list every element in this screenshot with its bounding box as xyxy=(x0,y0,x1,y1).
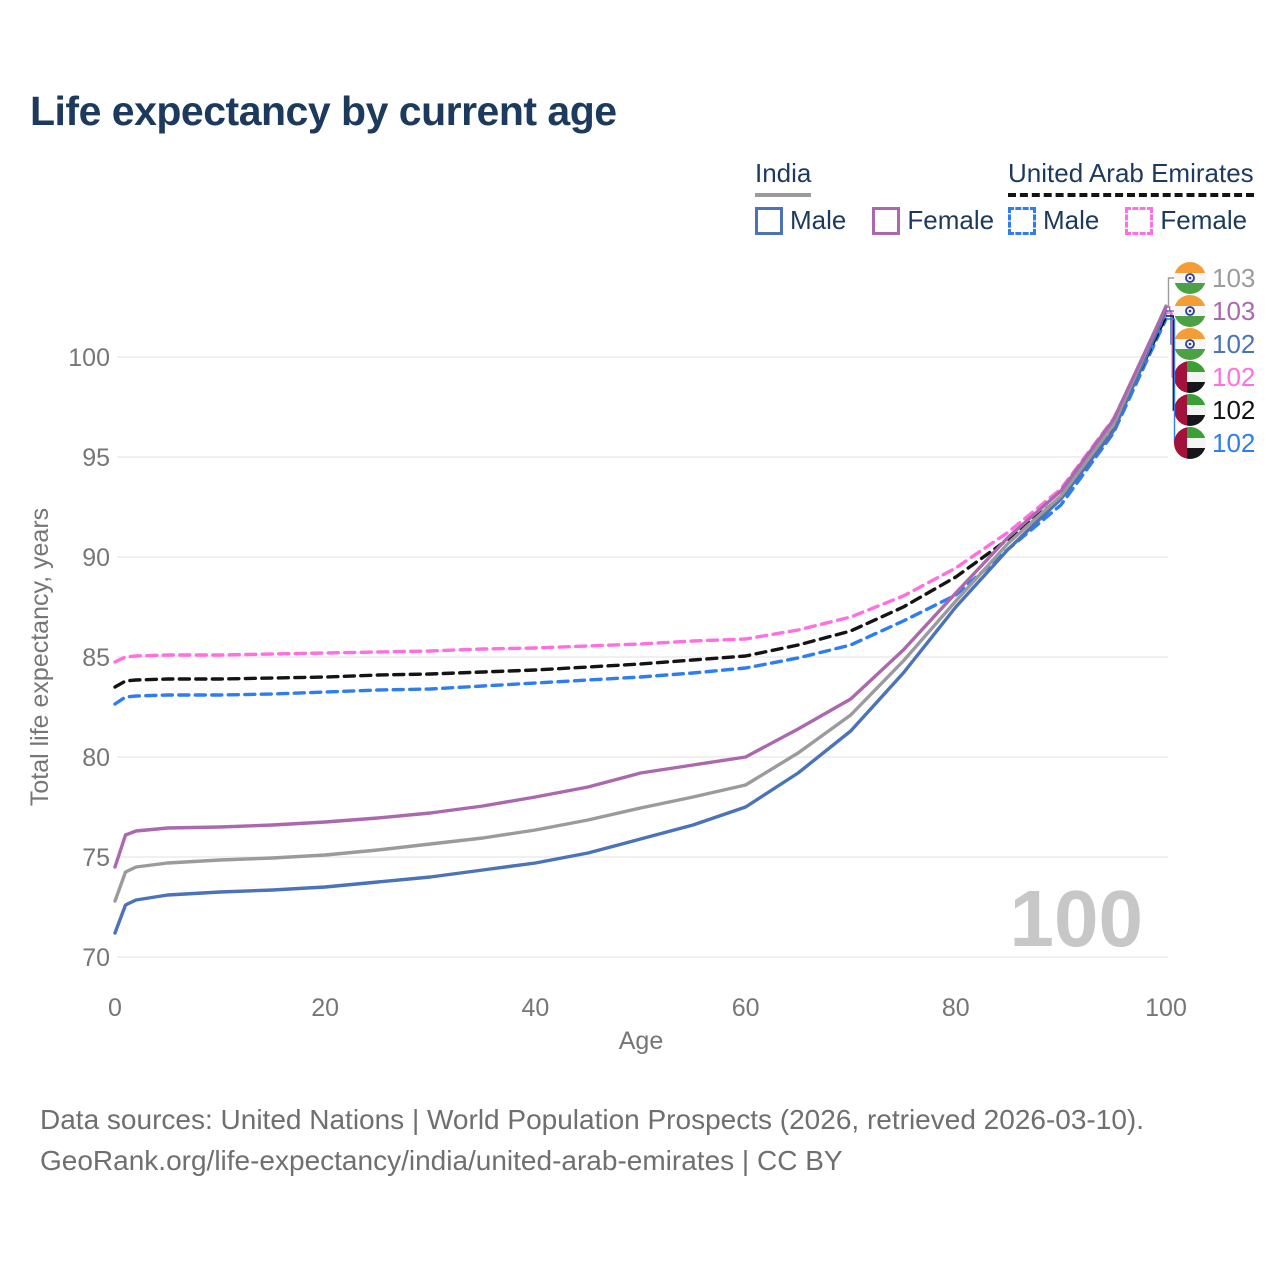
end-value-label-uae-male: 102 xyxy=(1212,428,1255,458)
end-value-label-india-total: 103 xyxy=(1212,263,1255,293)
y-tick-label: 95 xyxy=(82,444,110,472)
x-tick-label: 80 xyxy=(942,994,970,1022)
end-value-label-uae-total: 102 xyxy=(1212,395,1255,425)
uae-male-swatch-icon xyxy=(1008,206,1036,235)
end-value-label-india-male: 102 xyxy=(1212,329,1255,359)
india-female-swatch-icon xyxy=(872,206,901,235)
legend-label-india-male: Male xyxy=(790,205,847,235)
legend-item-india-male[interactable]: Male xyxy=(755,205,846,236)
series-line-india-female xyxy=(113,305,1168,869)
uae-female-swatch-icon xyxy=(1125,206,1154,235)
legend-country-uae[interactable]: United Arab Emirates xyxy=(1008,158,1254,197)
x-axis-title: Age xyxy=(619,1027,663,1055)
x-tick-label: 20 xyxy=(311,994,339,1022)
y-tick-label: 75 xyxy=(82,844,110,872)
end-value-label-uae-female: 102 xyxy=(1212,362,1255,392)
legend-group-uae: United Arab Emirates Male Female xyxy=(1008,158,1254,236)
series-line-india-total xyxy=(113,304,1168,903)
current-age-watermark: 100 xyxy=(1010,874,1143,963)
leader-line-india-total xyxy=(1166,277,1174,307)
page-title: Life expectancy by current age xyxy=(30,88,617,134)
y-tick-label: 100 xyxy=(68,344,110,372)
uae-flag-icon xyxy=(1174,427,1206,459)
series-line-india-male xyxy=(113,309,1168,935)
leader-line-india-female xyxy=(1166,306,1174,312)
series-line-uae-male xyxy=(113,317,1168,706)
attribution-text: GeoRank.org/life-expectancy/india/united… xyxy=(40,1145,843,1176)
series-line-uae-female xyxy=(113,311,1168,664)
legend-item-india-female[interactable]: Female xyxy=(872,205,994,236)
legend-country-india[interactable]: India xyxy=(755,158,812,197)
x-tick-label: 0 xyxy=(108,994,122,1022)
india-flag-icon xyxy=(1174,328,1206,360)
y-tick-label: 80 xyxy=(82,744,110,772)
x-tick-label: 100 xyxy=(1145,994,1187,1022)
y-axis-title: Total life expectancy, years xyxy=(26,508,54,806)
uae-flag-icon xyxy=(1174,361,1206,393)
x-tick-label: 40 xyxy=(521,994,549,1022)
data-sources-text: Data sources: United Nations | World Pop… xyxy=(40,1104,1145,1135)
legend-label-uae-male: Male xyxy=(1043,205,1100,235)
legend-item-uae-male[interactable]: Male xyxy=(1008,205,1099,236)
legend-item-uae-female[interactable]: Female xyxy=(1125,205,1247,236)
y-tick-label: 90 xyxy=(82,544,110,572)
x-tick-label: 60 xyxy=(732,994,760,1022)
india-male-swatch-icon xyxy=(755,206,783,235)
y-tick-label: 70 xyxy=(82,944,110,972)
legend-label-uae-female: Female xyxy=(1160,205,1248,235)
uae-flag-icon xyxy=(1174,394,1206,426)
gridlines-layer: 70 75 80 85 90 95 100 xyxy=(68,344,1168,972)
leader-line-uae-total xyxy=(1166,315,1174,411)
series-line-uae-total xyxy=(113,314,1168,689)
end-value-label-india-female: 103 xyxy=(1212,296,1255,326)
legend-group-india: India Male Female xyxy=(755,158,994,236)
y-tick-label: 85 xyxy=(82,644,110,672)
legend-label-india-female: Female xyxy=(907,205,995,235)
india-flag-icon xyxy=(1174,295,1206,327)
india-flag-icon xyxy=(1174,262,1206,294)
